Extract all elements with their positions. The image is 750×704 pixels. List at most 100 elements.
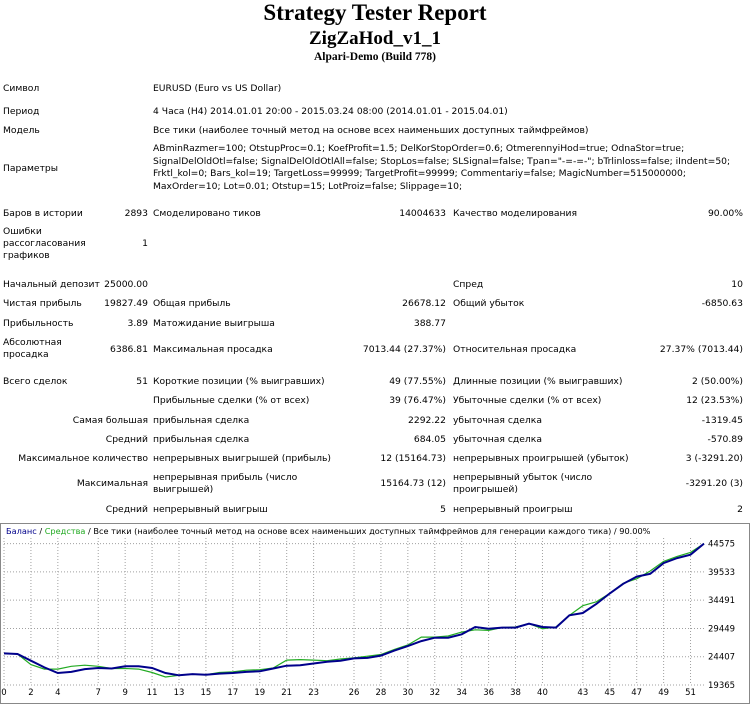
total-trades-label: Всего сделок xyxy=(3,376,68,387)
spread-label: Спред xyxy=(453,279,484,290)
x-tick-label: 13 xyxy=(174,688,185,698)
max-cons-profit-label-2: выигрышей) xyxy=(153,484,214,495)
profit-trades-label: Прибыльные сделки (% от всех) xyxy=(153,395,310,406)
errors-label-2: рассогласования xyxy=(3,238,86,249)
short-positions-value: 49 (77.55%) xyxy=(389,376,446,387)
x-tick-label: 23 xyxy=(308,688,319,698)
legend-equity: Средства xyxy=(44,526,86,536)
symbol-label: Символ xyxy=(3,83,40,94)
caption-rest: / Все тики (наиболее точный метод на осн… xyxy=(85,526,651,536)
x-tick-label: 4 xyxy=(55,688,60,698)
largest-profit-value: 2292.22 xyxy=(408,415,446,426)
payoff-value: 388.77 xyxy=(413,318,446,329)
deposit-label: Начальный депозит xyxy=(3,279,100,290)
max-count-label: Максимальное количество xyxy=(18,453,148,464)
max-cons-profit-value: 15164.73 (12) xyxy=(380,478,446,489)
largest-profit-label: прибыльная сделка xyxy=(153,415,250,426)
abs-drawdown-label-1: Абсолютная xyxy=(3,337,62,348)
avg-profit-value: 684.05 xyxy=(413,434,446,445)
x-tick-label: 43 xyxy=(577,688,588,698)
x-tick-label: 34 xyxy=(456,688,467,698)
net-profit-label: Чистая прибыль xyxy=(3,298,82,309)
gross-loss-label: Общий убыток xyxy=(453,298,525,309)
avg-cons-wins-label: непрерывный выигрыш xyxy=(153,504,268,515)
y-tick-labels: 44575 39533 34491 29449 24407 19365 xyxy=(708,540,735,691)
bars-value: 2893 xyxy=(124,208,148,219)
max-cons-loss-label-1: непрерывный убыток (число xyxy=(453,472,593,483)
params-label: Параметры xyxy=(3,163,59,174)
max-drawdown-label: Максимальная просадка xyxy=(153,344,273,355)
x-tick-label: 38 xyxy=(510,688,521,698)
avg-cons-label: Средний xyxy=(105,504,148,515)
x-tick-label: 15 xyxy=(201,688,212,698)
chart-lines xyxy=(3,542,705,678)
profit-trades-value: 39 (76.47%) xyxy=(389,395,446,406)
max-cons-wins-value: 12 (15164.73) xyxy=(380,453,446,464)
y-tick-label: 39533 xyxy=(708,568,735,578)
maximal-label: Максимальная xyxy=(76,478,148,489)
x-tick-label: 30 xyxy=(402,688,413,698)
y-tick-label: 34491 xyxy=(708,596,735,606)
abs-drawdown-value: 6386.81 xyxy=(110,344,148,355)
max-cons-loss-label-2: проигрышей) xyxy=(453,484,518,495)
x-tick-label: 36 xyxy=(483,688,494,698)
x-tick-label: 7 xyxy=(96,688,101,698)
rel-drawdown-value: 27.37% (7013.44) xyxy=(659,344,743,355)
gross-profit-label: Общая прибыль xyxy=(153,298,231,309)
avg-loss-value: -570.89 xyxy=(707,434,743,445)
errors-value: 1 xyxy=(142,238,148,249)
ticks-value: 14004633 xyxy=(399,208,446,219)
caption-sep: / xyxy=(36,526,45,536)
x-tick-label: 47 xyxy=(631,688,642,698)
x-tick-label: 49 xyxy=(658,688,669,698)
server-build: Alpari-Demo (Build 778) xyxy=(313,51,437,63)
avg-cons-losses-label: непрерывный проигрыш xyxy=(453,504,573,515)
short-positions-label: Короткие позиции (% выигравших) xyxy=(153,376,325,387)
x-tick-label: 32 xyxy=(429,688,440,698)
model-label: Модель xyxy=(3,125,40,136)
params-value: ABminRazmer=100; OtstupProc=0.1; KoefPro… xyxy=(153,143,731,193)
loss-trades-label: Убыточные сделки (% от всех) xyxy=(453,395,602,406)
y-tick-label: 29449 xyxy=(708,624,735,634)
profit-factor-value: 3.89 xyxy=(127,318,148,329)
chart-grid xyxy=(3,538,704,686)
y-tick-label: 24407 xyxy=(708,653,735,663)
largest-label: Самая большая xyxy=(72,415,148,426)
avg-profit-label: прибыльная сделка xyxy=(153,434,250,445)
bars-label: Баров в истории xyxy=(3,208,83,219)
x-tick-label: 45 xyxy=(604,688,615,698)
x-tick-label: 9 xyxy=(122,688,127,698)
abs-drawdown-label-2: просадка xyxy=(3,349,49,360)
payoff-label: Матожидание выигрыша xyxy=(153,318,275,329)
y-tick-label: 19365 xyxy=(708,681,735,691)
errors-label-1: Ошибки xyxy=(3,226,42,237)
x-tick-label: 51 xyxy=(685,688,696,698)
legend-balance: Баланс xyxy=(6,526,37,536)
x-tick-label: 11 xyxy=(147,688,158,698)
x-tick-label: 2 xyxy=(28,688,33,698)
average-label: Средний xyxy=(105,434,148,445)
max-cons-losses-label: непрерывных проигрышей (убыток) xyxy=(453,453,629,464)
quality-label: Качество моделирования xyxy=(453,208,577,219)
profit-factor-label: Прибыльность xyxy=(3,318,74,329)
report-title: Strategy Tester Report xyxy=(263,0,487,25)
avg-cons-losses-value: 2 xyxy=(737,504,743,515)
x-tick-label: 0 xyxy=(1,688,6,698)
x-tick-label: 21 xyxy=(281,688,292,698)
loss-trades-value: 12 (23.53%) xyxy=(686,395,743,406)
x-tick-label: 19 xyxy=(254,688,265,698)
x-tick-label: 28 xyxy=(376,688,387,698)
net-profit-value: 19827.49 xyxy=(104,298,148,309)
spread-value: 10 xyxy=(731,279,743,290)
avg-cons-wins-value: 5 xyxy=(440,504,446,515)
x-tick-labels: 0 2 4 7 9 11 13 15 17 19 21 23 26 28 30 32 34 36 38 40 43 45 4… xyxy=(1,688,696,698)
model-value: Все тики (наиболее точный метод на основ… xyxy=(153,125,589,136)
x-tick-label: 26 xyxy=(349,688,360,698)
max-cons-loss-value: -3291.20 (3) xyxy=(685,478,743,489)
total-trades-value: 51 xyxy=(136,376,148,387)
x-tick-label: 17 xyxy=(227,688,238,698)
ticks-label: Смоделировано тиков xyxy=(153,208,261,219)
gross-loss-value: -6850.63 xyxy=(701,298,743,309)
max-cons-wins-label: непрерывных выигрышей (прибыль) xyxy=(153,453,331,464)
